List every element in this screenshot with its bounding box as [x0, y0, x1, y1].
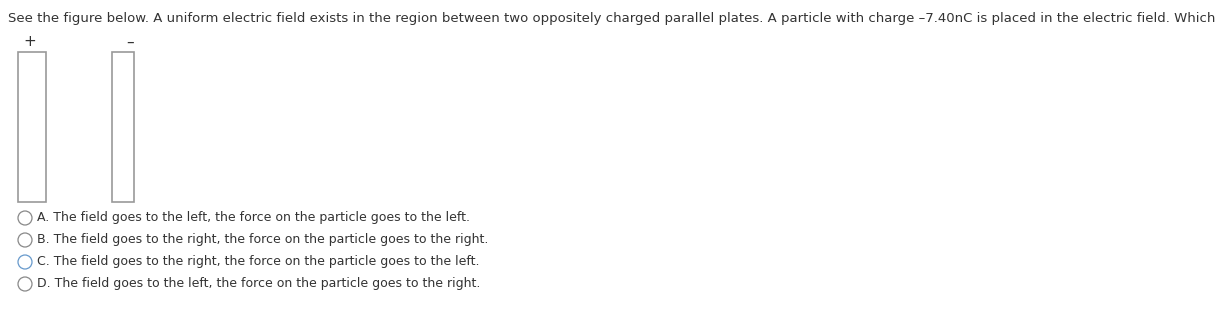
Text: +: +: [23, 34, 37, 50]
Text: A. The field goes to the left, the force on the particle goes to the left.: A. The field goes to the left, the force…: [37, 211, 470, 225]
Bar: [18, 52, 46, 202]
Text: See the figure below. A uniform electric field exists in the region between two : See the figure below. A uniform electric…: [9, 12, 1218, 25]
Bar: [112, 52, 134, 202]
Text: B. The field goes to the right, the force on the particle goes to the right.: B. The field goes to the right, the forc…: [37, 233, 488, 246]
Text: –: –: [127, 34, 134, 50]
Text: D. The field goes to the left, the force on the particle goes to the right.: D. The field goes to the left, the force…: [37, 278, 480, 291]
Text: C. The field goes to the right, the force on the particle goes to the left.: C. The field goes to the right, the forc…: [37, 255, 480, 268]
